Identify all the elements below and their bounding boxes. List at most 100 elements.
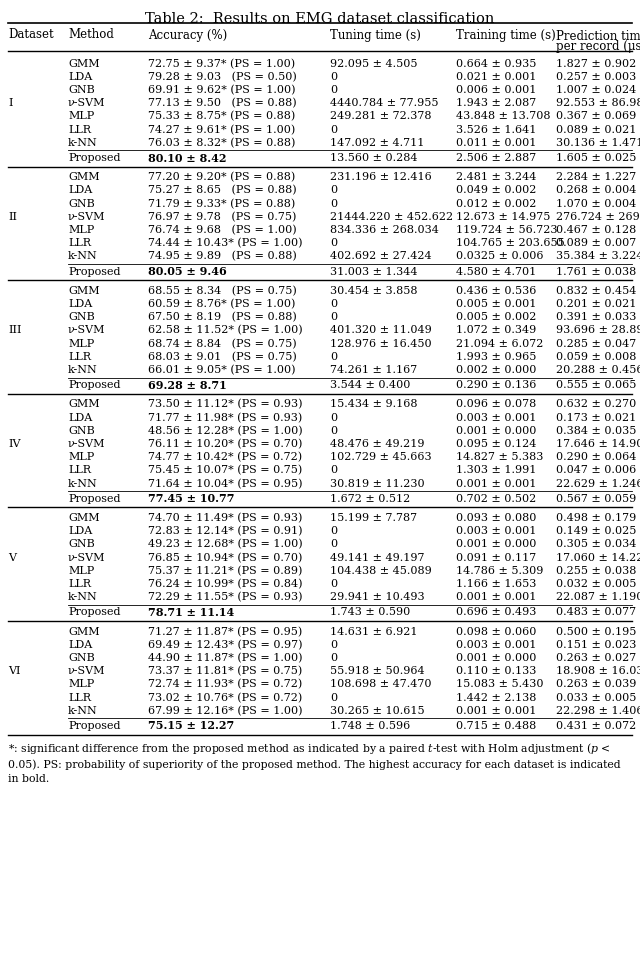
Text: MLP: MLP (68, 111, 94, 122)
Text: 76.85 ± 10.94* (PS = 0.70): 76.85 ± 10.94* (PS = 0.70) (148, 553, 302, 563)
Text: 0.290 ± 0.136: 0.290 ± 0.136 (456, 381, 536, 390)
Text: 76.11 ± 10.20* (PS = 0.70): 76.11 ± 10.20* (PS = 0.70) (148, 439, 302, 449)
Text: 78.71 ± 11.14: 78.71 ± 11.14 (148, 607, 234, 618)
Text: 0.095 ± 0.124: 0.095 ± 0.124 (456, 439, 536, 449)
Text: 1.303 ± 1.991: 1.303 ± 1.991 (456, 466, 536, 475)
Text: 92.553 ± 86.989: 92.553 ± 86.989 (556, 99, 640, 108)
Text: MLP: MLP (68, 679, 94, 690)
Text: 147.092 ± 4.711: 147.092 ± 4.711 (330, 138, 424, 148)
Text: 0.702 ± 0.502: 0.702 ± 0.502 (456, 494, 536, 504)
Text: LDA: LDA (68, 639, 92, 650)
Text: 0.003 ± 0.001: 0.003 ± 0.001 (456, 412, 536, 422)
Text: k-NN: k-NN (68, 706, 98, 716)
Text: 0.110 ± 0.133: 0.110 ± 0.133 (456, 667, 536, 676)
Text: 76.03 ± 8.32* (PS = 0.88): 76.03 ± 8.32* (PS = 0.88) (148, 137, 296, 148)
Text: 30.454 ± 3.858: 30.454 ± 3.858 (330, 286, 417, 296)
Text: 68.74 ± 8.84   (PS = 0.75): 68.74 ± 8.84 (PS = 0.75) (148, 338, 296, 349)
Text: V: V (8, 553, 16, 562)
Text: 0: 0 (330, 199, 337, 209)
Text: LDA: LDA (68, 185, 92, 195)
Text: Proposed: Proposed (68, 153, 120, 163)
Text: 22.298 ± 1.406: 22.298 ± 1.406 (556, 706, 640, 716)
Text: 75.45 ± 10.07* (PS = 0.75): 75.45 ± 10.07* (PS = 0.75) (148, 466, 302, 475)
Text: 21444.220 ± 452.622: 21444.220 ± 452.622 (330, 212, 453, 222)
Text: 93.696 ± 28.897: 93.696 ± 28.897 (556, 326, 640, 335)
Text: 44.90 ± 11.87* (PS = 1.00): 44.90 ± 11.87* (PS = 1.00) (148, 653, 303, 663)
Text: 1.748 ± 0.596: 1.748 ± 0.596 (330, 721, 410, 731)
Text: 0.268 ± 0.004: 0.268 ± 0.004 (556, 185, 636, 195)
Text: 18.908 ± 16.031: 18.908 ± 16.031 (556, 667, 640, 676)
Text: 1.070 ± 0.004: 1.070 ± 0.004 (556, 199, 636, 209)
Text: I: I (8, 99, 13, 108)
Text: 102.729 ± 45.663: 102.729 ± 45.663 (330, 452, 431, 462)
Text: 0.001 ± 0.000: 0.001 ± 0.000 (456, 539, 536, 550)
Text: 0: 0 (330, 539, 337, 550)
Text: 74.44 ± 10.43* (PS = 1.00): 74.44 ± 10.43* (PS = 1.00) (148, 238, 303, 248)
Text: 73.37 ± 11.81* (PS = 0.75): 73.37 ± 11.81* (PS = 0.75) (148, 666, 302, 676)
Text: 22.629 ± 1.246: 22.629 ± 1.246 (556, 478, 640, 489)
Text: III: III (8, 326, 22, 335)
Text: 75.37 ± 11.21* (PS = 0.89): 75.37 ± 11.21* (PS = 0.89) (148, 566, 302, 576)
Text: 0.483 ± 0.077: 0.483 ± 0.077 (556, 608, 636, 617)
Text: 0.263 ± 0.027: 0.263 ± 0.027 (556, 653, 636, 663)
Text: 402.692 ± 27.424: 402.692 ± 27.424 (330, 251, 431, 262)
Text: 231.196 ± 12.416: 231.196 ± 12.416 (330, 172, 432, 183)
Text: 1.442 ± 2.138: 1.442 ± 2.138 (456, 693, 536, 702)
Text: LLR: LLR (68, 125, 91, 134)
Text: 69.91 ± 9.62* (PS = 1.00): 69.91 ± 9.62* (PS = 1.00) (148, 85, 296, 96)
Text: Dataset: Dataset (8, 29, 54, 42)
Text: 74.95 ± 9.89   (PS = 0.88): 74.95 ± 9.89 (PS = 0.88) (148, 251, 297, 262)
Text: 0: 0 (330, 579, 337, 589)
Text: 48.56 ± 12.28* (PS = 1.00): 48.56 ± 12.28* (PS = 1.00) (148, 426, 303, 436)
Text: LLR: LLR (68, 579, 91, 589)
Text: 72.29 ± 11.55* (PS = 0.93): 72.29 ± 11.55* (PS = 0.93) (148, 592, 303, 603)
Text: 0.567 ± 0.059: 0.567 ± 0.059 (556, 494, 636, 504)
Text: 119.724 ± 56.723: 119.724 ± 56.723 (456, 225, 557, 235)
Text: 1.743 ± 0.590: 1.743 ± 0.590 (330, 608, 410, 617)
Text: 77.20 ± 9.20* (PS = 0.88): 77.20 ± 9.20* (PS = 0.88) (148, 172, 295, 183)
Text: GMM: GMM (68, 286, 100, 296)
Text: 14.631 ± 6.921: 14.631 ± 6.921 (330, 627, 417, 637)
Text: 0.005 ± 0.002: 0.005 ± 0.002 (456, 312, 536, 323)
Text: 80.05 ± 9.46: 80.05 ± 9.46 (148, 266, 227, 277)
Text: 0.001 ± 0.001: 0.001 ± 0.001 (456, 706, 536, 716)
Text: 0.001 ± 0.000: 0.001 ± 0.000 (456, 653, 536, 663)
Text: GMM: GMM (68, 627, 100, 637)
Text: ν-SVM: ν-SVM (68, 212, 106, 222)
Text: 74.261 ± 1.167: 74.261 ± 1.167 (330, 365, 417, 375)
Text: 0.431 ± 0.072: 0.431 ± 0.072 (556, 721, 636, 731)
Text: 71.77 ± 11.98* (PS = 0.93): 71.77 ± 11.98* (PS = 0.93) (148, 412, 302, 423)
Text: 71.27 ± 11.87* (PS = 0.95): 71.27 ± 11.87* (PS = 0.95) (148, 626, 302, 637)
Text: VI: VI (8, 667, 20, 676)
Text: 48.476 ± 49.219: 48.476 ± 49.219 (330, 439, 424, 449)
Text: 17.060 ± 14.225: 17.060 ± 14.225 (556, 553, 640, 562)
Text: 22.087 ± 1.190: 22.087 ± 1.190 (556, 592, 640, 602)
Text: Proposed: Proposed (68, 267, 120, 276)
Text: ν-SVM: ν-SVM (68, 326, 106, 335)
Text: 0: 0 (330, 185, 337, 195)
Text: 3.544 ± 0.400: 3.544 ± 0.400 (330, 381, 410, 390)
Text: 0.201 ± 0.021: 0.201 ± 0.021 (556, 299, 636, 309)
Text: 1.943 ± 2.087: 1.943 ± 2.087 (456, 99, 536, 108)
Text: GNB: GNB (68, 312, 95, 323)
Text: 0.285 ± 0.047: 0.285 ± 0.047 (556, 339, 636, 349)
Text: LLR: LLR (68, 466, 91, 475)
Text: 75.33 ± 8.75* (PS = 0.88): 75.33 ± 8.75* (PS = 0.88) (148, 111, 295, 122)
Text: 1.605 ± 0.025: 1.605 ± 0.025 (556, 153, 636, 163)
Text: 0.001 ± 0.001: 0.001 ± 0.001 (456, 592, 536, 602)
Text: 834.336 ± 268.034: 834.336 ± 268.034 (330, 225, 439, 235)
Text: 0.089 ± 0.007: 0.089 ± 0.007 (556, 239, 636, 248)
Text: 0.059 ± 0.008: 0.059 ± 0.008 (556, 352, 636, 362)
Text: 104.765 ± 203.655: 104.765 ± 203.655 (456, 239, 564, 248)
Text: 0.384 ± 0.035: 0.384 ± 0.035 (556, 426, 636, 436)
Text: 77.13 ± 9.50   (PS = 0.88): 77.13 ± 9.50 (PS = 0.88) (148, 98, 296, 108)
Text: 0: 0 (330, 352, 337, 362)
Text: 0: 0 (330, 412, 337, 422)
Text: LDA: LDA (68, 71, 92, 82)
Text: k-NN: k-NN (68, 478, 98, 489)
Text: LLR: LLR (68, 352, 91, 362)
Text: 74.77 ± 10.42* (PS = 0.72): 74.77 ± 10.42* (PS = 0.72) (148, 452, 302, 463)
Text: 1.166 ± 1.653: 1.166 ± 1.653 (456, 579, 536, 589)
Text: 0.012 ± 0.002: 0.012 ± 0.002 (456, 199, 536, 209)
Text: 15.083 ± 5.430: 15.083 ± 5.430 (456, 679, 543, 690)
